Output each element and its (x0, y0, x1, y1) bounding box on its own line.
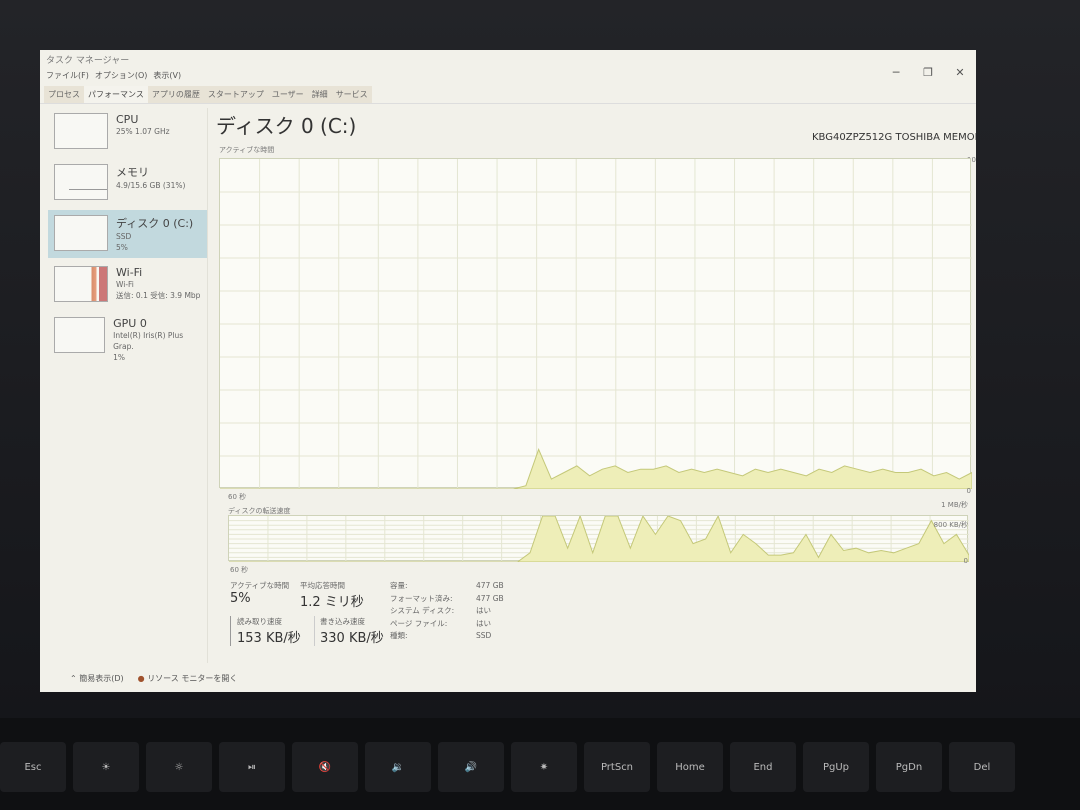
key-12[interactable]: PgDn (876, 742, 942, 792)
compact-view-button[interactable]: ⌃ 簡易表示(D) (70, 674, 124, 683)
key-3[interactable]: ⏯ (219, 742, 285, 792)
write-stat-label: 書き込み速度 (320, 617, 365, 626)
resp-stat-value: 1.2 ミリ秒 (300, 595, 364, 610)
tab-4[interactable]: ユーザー (267, 86, 308, 103)
property-value: はい (476, 618, 491, 628)
key-2[interactable]: ☼ (146, 742, 212, 792)
active-time-chart (219, 158, 973, 490)
close-button[interactable]: ✕ (955, 66, 965, 79)
property-value: SSD (476, 631, 492, 640)
sidebar-item-name: ディスク 0 (C:) (116, 217, 194, 230)
active-max-label: 100% (967, 156, 976, 164)
menu-bar: ファイル(F) オプション(O) 表示(V) (40, 68, 976, 83)
read-stat-value: 153 KB/秒 (237, 631, 301, 646)
tab-2[interactable]: アプリの履歴 (147, 86, 204, 103)
sidebar-thumbnail (54, 215, 108, 251)
sidebar-item-name: メモリ (116, 166, 149, 179)
disk-detail-panel: ディスク 0 (C:) KBG40ZPZ512G TOSHIBA MEMORY … (216, 110, 976, 692)
transfer-rate-label: ディスクの転送速度 (228, 507, 291, 515)
active-min-label: 0 (966, 487, 971, 495)
key-7[interactable]: ✷ (511, 742, 577, 792)
sidebar-item-1[interactable]: メモリ 4.9/15.6 GB (31%) (48, 159, 207, 207)
property-row: 容量: 477 GB (390, 580, 540, 593)
task-manager-window: タスク マネージャー ─ ❐ ✕ ファイル(F) オプション(O) 表示(V) … (40, 50, 976, 692)
footer: ⌃ 簡易表示(D) ● リソース モニターを開く (70, 673, 237, 684)
property-row: 種類: SSD (390, 630, 540, 643)
active-time-axis-left: 60 秒 (228, 493, 247, 501)
transfer-max-label: 1 MB/秒 (941, 501, 968, 509)
sidebar-item-4[interactable]: GPU 0 Intel(R) Iris(R) Plus Grap. 1% (48, 312, 207, 362)
key-13[interactable]: Del (949, 742, 1015, 792)
active-stat-value: 5% (230, 591, 251, 606)
property-label: 種類: (390, 631, 408, 640)
sidebar-thumbnail (54, 164, 108, 200)
menu-options[interactable]: オプション(O) (94, 71, 148, 80)
property-value: 477 GB (476, 581, 504, 590)
key-10[interactable]: End (730, 742, 796, 792)
sidebar-item-sub1: SSD (116, 232, 132, 241)
tab-5[interactable]: 詳細 (307, 86, 332, 103)
series-area (220, 448, 973, 490)
resource-sidebar: CPU 25% 1.07 GHz メモリ 4.9/15.6 GB (31%) ディスク … (48, 108, 208, 663)
key-6[interactable]: 🔊 (438, 742, 504, 792)
minimize-button[interactable]: ─ (892, 66, 900, 79)
sidebar-item-sub2: 5% (116, 243, 128, 252)
sidebar-item-3[interactable]: Wi-Fi Wi-Fi 送信: 0.1 受信: 3.9 Mbp (48, 261, 207, 309)
open-resource-monitor-link[interactable]: ● リソース モニターを開く (137, 674, 238, 683)
key-4[interactable]: 🔇 (292, 742, 358, 792)
key-8[interactable]: PrtScn (584, 742, 650, 792)
chevron-up-icon: ⌃ (70, 674, 80, 683)
transfer-min-label: 0 (963, 557, 968, 565)
sidebar-item-sub1: 4.9/15.6 GB (31%) (116, 181, 186, 190)
menu-view[interactable]: 表示(V) (153, 71, 182, 80)
key-1[interactable]: ☀ (73, 742, 139, 792)
sidebar-item-name: Wi-Fi (116, 266, 143, 279)
sidebar-item-sub1: 25% 1.07 GHz (116, 127, 170, 136)
tab-6[interactable]: サービス (331, 86, 372, 103)
sidebar-thumbnail (54, 113, 108, 149)
sidebar-item-sub2: 送信: 0.1 受信: 3.9 Mbp (116, 291, 201, 300)
keyboard: Esc ☀ ☼ ⏯ 🔇 🔉 🔊 ✷ PrtScn Home End PgUp PgDn Del (0, 718, 1080, 810)
property-label: ページ ファイル: (390, 618, 448, 628)
disk-model: KBG40ZPZ512G TOSHIBA MEMORY (812, 132, 976, 143)
page-title: ディスク 0 (C:) (216, 114, 357, 138)
property-label: 容量: (390, 581, 408, 590)
key-5[interactable]: 🔉 (365, 742, 431, 792)
transfer-rate-chart (228, 514, 970, 563)
sidebar-item-sub2: 1% (113, 353, 126, 362)
window-title: タスク マネージャー (46, 56, 130, 66)
property-value: 477 GB (476, 593, 504, 603)
sidebar-item-name: CPU (116, 113, 139, 126)
sidebar-item-sub1: Intel(R) Iris(R) Plus Grap. (113, 331, 184, 351)
menu-file[interactable]: ファイル(F) (46, 71, 89, 80)
sidebar-thumbnail (54, 266, 108, 302)
property-value: はい (476, 606, 491, 615)
property-row: システム ディスク: はい (390, 605, 540, 618)
sidebar-item-sub1: Wi-Fi (116, 280, 134, 289)
resp-stat-label: 平均応答時間 (300, 581, 345, 590)
write-stat-value: 330 KB/秒 (320, 631, 384, 646)
transfer-axis-left: 60 秒 (230, 566, 249, 574)
maximize-button[interactable]: ❐ (923, 66, 933, 79)
active-time-label: アクティブな時間 (219, 146, 275, 154)
property-row: ページ ファイル: はい (390, 618, 540, 631)
tab-1[interactable]: パフォーマンス (84, 86, 148, 103)
sidebar-thumbnail (54, 317, 106, 353)
read-stat-label: 読み取り速度 (237, 617, 282, 626)
key-0[interactable]: Esc (0, 742, 66, 792)
property-label: システム ディスク: (390, 606, 455, 615)
property-row: フォーマット済み: 477 GB (390, 593, 540, 606)
transfer-mark-label: 800 KB/秒 (933, 521, 968, 529)
tab-bar: プロセス パフォーマンス アプリの履歴 スタートアップ ユーザー 詳細 サービス (40, 83, 976, 104)
key-11[interactable]: PgUp (803, 742, 869, 792)
tab-0[interactable]: プロセス (44, 86, 84, 103)
sidebar-item-2[interactable]: ディスク 0 (C:) SSD 5% (48, 210, 207, 258)
key-9[interactable]: Home (657, 742, 723, 792)
property-label: フォーマット済み: (390, 593, 453, 603)
resource-monitor-icon: ● (137, 674, 148, 683)
tab-3[interactable]: スタートアップ (203, 86, 268, 103)
active-stat-label: アクティブな時間 (230, 581, 290, 590)
sidebar-item-name: GPU 0 (113, 317, 147, 330)
sidebar-item-0[interactable]: CPU 25% 1.07 GHz (48, 108, 207, 156)
